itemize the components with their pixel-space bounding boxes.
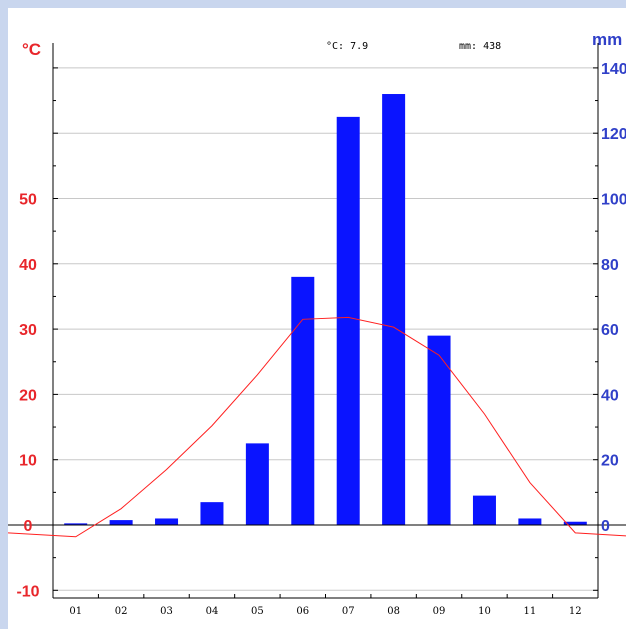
climate-chart: -10 0 10 20 30 40 50 0 20 40 60 80 100 120 140 01 02 03… <box>8 30 626 617</box>
precipitation-tick-label: 20 <box>601 453 619 470</box>
grid-lines <box>53 67 598 591</box>
precipitation-bar <box>336 116 360 525</box>
precipitation-summary: mm: 438 <box>459 41 501 52</box>
temperature-line <box>8 316 626 538</box>
month-label: 02 <box>115 606 128 617</box>
precipitation-bar <box>109 520 133 525</box>
precipitation-bar <box>291 276 315 525</box>
month-label: 03 <box>160 606 173 617</box>
temperature-tick-label: 30 <box>19 322 37 339</box>
temperature-tick-label: 0 <box>24 518 33 535</box>
temperature-summary: °C: 7.9 <box>326 41 368 52</box>
precipitation-tick-label: 80 <box>601 257 619 274</box>
precipitation-bar <box>427 335 451 525</box>
month-label: 12 <box>569 606 582 617</box>
precipitation-bar <box>382 94 406 526</box>
month-label: 08 <box>387 606 400 617</box>
temperature-tick-label: 10 <box>19 453 37 470</box>
temperature-axis-ticks: -10 0 10 20 30 40 50 <box>16 67 58 600</box>
precipitation-bar <box>64 523 88 525</box>
precipitation-tick-label: 100 <box>601 192 626 209</box>
precipitation-bar <box>245 443 269 525</box>
precipitation-bar <box>155 518 179 525</box>
month-label: 04 <box>206 606 219 617</box>
precipitation-bars <box>64 94 587 526</box>
temperature-tick-label: 50 <box>19 192 37 209</box>
axes <box>8 43 626 599</box>
precipitation-axis-ticks: 0 20 40 60 80 100 120 140 <box>593 61 626 591</box>
precipitation-bar <box>518 518 542 525</box>
temperature-tick-label: 40 <box>19 257 37 274</box>
precipitation-unit-label: mm <box>592 30 622 49</box>
month-label: 01 <box>69 606 82 617</box>
precipitation-tick-label: 120 <box>601 126 626 143</box>
precipitation-tick-label: 0 <box>601 518 610 535</box>
chart-frame: -10 0 10 20 30 40 50 0 20 40 60 80 100 120 140 01 02 03… <box>8 8 626 629</box>
precipitation-bar <box>563 521 587 525</box>
month-label: 09 <box>433 606 446 617</box>
precipitation-bar <box>472 495 496 525</box>
precipitation-tick-label: 60 <box>601 322 619 339</box>
precipitation-bar <box>200 502 224 525</box>
month-label: 11 <box>524 606 537 617</box>
month-label: 07 <box>342 606 355 617</box>
precipitation-tick-label: 40 <box>601 387 619 404</box>
month-label: 06 <box>296 606 309 617</box>
temperature-unit-label: °C <box>22 40 41 59</box>
precipitation-tick-label: 140 <box>601 61 626 78</box>
temperature-tick-label: -10 <box>16 583 39 600</box>
month-labels: 01 02 03 04 05 06 07 08 09 10 11 12 <box>52 594 582 617</box>
month-label: 05 <box>251 606 264 617</box>
temperature-tick-label: 20 <box>19 387 37 404</box>
month-label: 10 <box>478 606 491 617</box>
